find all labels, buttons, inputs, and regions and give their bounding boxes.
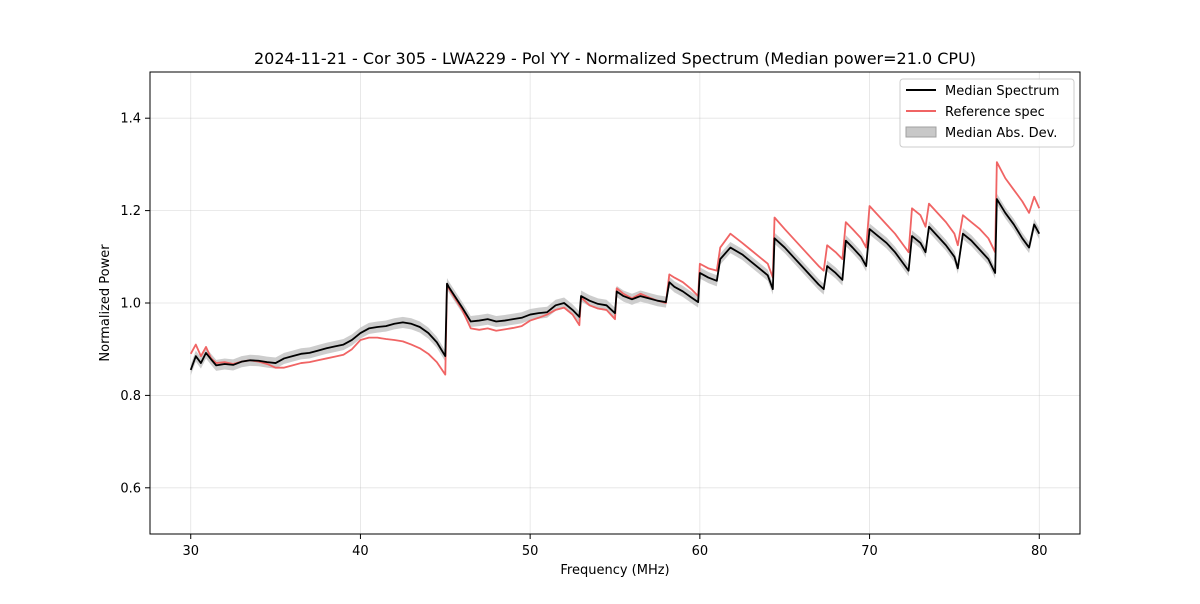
x-tick-label: 40 [352, 544, 369, 559]
y-axis-label: Normalized Power [98, 244, 113, 362]
x-tick-label: 30 [182, 544, 199, 559]
y-tick-label: 0.6 [120, 481, 141, 496]
x-tick-label: 50 [522, 544, 539, 559]
legend-box [899, 78, 1075, 148]
legend-reference-label: Reference spec [945, 105, 1045, 120]
reference-series-layer [189, 161, 1041, 376]
y-axis-ticks: 0.6 0.8 1.0 1.2 1.4 [120, 112, 150, 496]
mad-band [190, 193, 1040, 376]
reference-spectrum-line [189, 161, 1041, 376]
x-tick-label: 60 [692, 544, 709, 559]
x-tick-label: 70 [861, 544, 878, 559]
legend-mad-label: Median Abs. Dev. [945, 126, 1057, 141]
legend: Median Spectrum Reference spec Median Ab… [899, 78, 1075, 148]
legend-median-label: Median Spectrum [945, 84, 1059, 99]
y-tick-label: 0.8 [120, 389, 141, 404]
y-tick-label: 1.4 [120, 112, 141, 127]
chart-title: 2024-11-21 - Cor 305 - LWA229 - Pol YY -… [254, 49, 976, 68]
legend-mad-swatch [905, 126, 937, 138]
x-axis-label: Frequency (MHz) [560, 563, 669, 578]
median-series-layer [189, 198, 1041, 371]
y-tick-label: 1.2 [120, 204, 141, 219]
x-tick-label: 80 [1031, 544, 1048, 559]
y-tick-label: 1.0 [120, 297, 141, 312]
median-spectrum-line [189, 198, 1041, 371]
mad-band-layer [190, 193, 1040, 376]
x-axis-ticks: 30 40 50 60 70 80 [182, 534, 1048, 559]
